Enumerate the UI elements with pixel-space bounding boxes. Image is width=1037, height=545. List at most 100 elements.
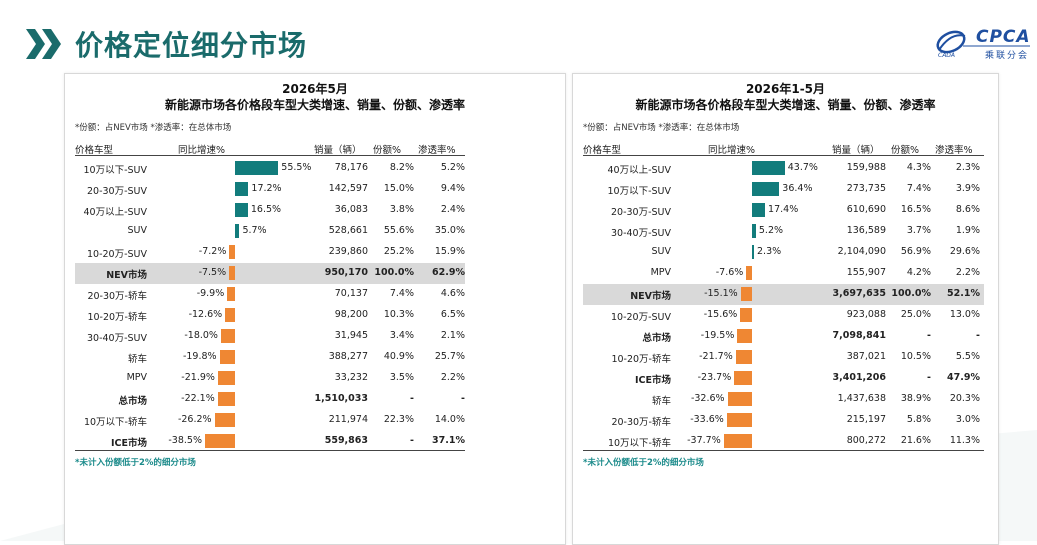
growth-bar: [737, 329, 752, 343]
share-value: 25.2%: [383, 246, 414, 257]
share-value: -: [410, 435, 414, 446]
growth-label: -26.2%: [177, 414, 212, 425]
growth-label: 17.2%: [251, 183, 282, 194]
growth-label: -7.2%: [198, 246, 227, 257]
page-title: 价格定位细分市场: [75, 29, 308, 62]
penetration-value: 62.9%: [432, 267, 465, 278]
segment-name: 10万以下-轿车: [83, 417, 147, 428]
segment-name: 总市场: [642, 333, 671, 344]
growth-label: -22.1%: [181, 393, 215, 404]
share-value: 3.7%: [906, 225, 931, 236]
penetration-value: 2.4%: [440, 204, 465, 215]
segment-name: NEV市场: [106, 270, 147, 281]
share-value: 4.2%: [906, 267, 931, 278]
cpca-logo-icon: [936, 30, 1030, 54]
table-row: 10-20万-SUV -7.2% 239,860 25.2% 15.9%: [75, 242, 465, 263]
growth-bar: [723, 434, 752, 448]
table-bottom-divider: [75, 450, 465, 451]
share-value: 7.4%: [389, 288, 414, 299]
sales-value: 136,589: [846, 225, 886, 236]
col-header-share: 份额%: [373, 145, 402, 156]
table-row: 总市场 -22.1% 1,510,033 - -: [75, 389, 465, 410]
growth-bar: [727, 392, 752, 406]
growth-bar: [229, 266, 235, 280]
table-row: 20-30万-SUV 17.2% 142,597 15.0% 9.4%: [75, 179, 465, 200]
share-value: 22.3%: [383, 414, 414, 425]
table-row: SUV 2.3% 2,104,090 56.9% 29.6%: [583, 242, 984, 263]
sales-value: 950,170: [324, 267, 368, 278]
sales-value: 387,021: [846, 351, 886, 362]
growth-bar: [235, 203, 248, 217]
growth-bar: [752, 203, 766, 217]
growth-label: -21.7%: [699, 351, 733, 362]
share-value: 3.4%: [389, 330, 414, 341]
segment-name: SUV: [127, 225, 147, 236]
col-header-growth: 同比增速%: [708, 145, 756, 156]
table-row: 10-20万-轿车 -12.6% 98,200 10.3% 6.5%: [75, 305, 465, 326]
panel-title-subject: 新能源市场各价格段车型大类增速、销量、份额、渗透率: [164, 98, 465, 112]
col-header-penetration: 渗透率%: [418, 145, 456, 156]
segment-name: 20-30万-SUV: [86, 186, 147, 197]
growth-label: -9.9%: [196, 288, 225, 299]
growth-label: -19.8%: [182, 351, 217, 362]
share-value: 4.3%: [906, 162, 931, 173]
share-value: 3.8%: [389, 204, 414, 215]
segment-name: 10-20万-轿车: [611, 354, 671, 365]
growth-bar: [752, 182, 780, 196]
penetration-value: 2.3%: [955, 162, 980, 173]
table-row: 30-40万-SUV 5.2% 136,589 3.7% 1.9%: [583, 221, 984, 242]
table-row: 轿车 -32.6% 1,437,638 38.9% 20.3%: [583, 389, 984, 410]
growth-bar: [227, 287, 235, 301]
share-value: 100.0%: [374, 267, 414, 278]
segment-name: 轿车: [651, 396, 671, 407]
sales-value: 142,597: [328, 183, 368, 194]
share-value: -: [410, 393, 414, 404]
growth-bar: [219, 350, 235, 364]
panel-monthly: 2026年5月 新能源市场各价格段车型大类增速、销量、份额、渗透率 *份额：占N…: [64, 73, 566, 545]
header-divider: [583, 155, 984, 156]
segment-name: ICE市场: [635, 375, 671, 386]
sales-value: 923,088: [846, 309, 886, 320]
table-row: ICE市场 -23.7% 3,401,206 - 47.9%: [583, 368, 984, 389]
segment-name: 10万以下-轿车: [607, 438, 671, 449]
penetration-value: 2.2%: [955, 267, 980, 278]
sales-value: 239,860: [328, 246, 368, 257]
table-row: 10万以下-轿车 -26.2% 211,974 22.3% 14.0%: [75, 410, 465, 431]
table-row: SUV 5.7% 528,661 55.6% 35.0%: [75, 221, 465, 242]
slide-header: 价格定位细分市场 CPCA 乘联分会 CADA: [0, 0, 1037, 70]
sales-value: 273,735: [846, 183, 886, 194]
table-row: 10-20万-SUV -15.6% 923,088 25.0% 13.0%: [583, 305, 984, 326]
growth-label: 43.7%: [787, 162, 818, 173]
sales-value: 70,137: [334, 288, 368, 299]
penetration-value: 2.1%: [440, 330, 465, 341]
penetration-value: 11.3%: [949, 435, 980, 446]
segment-name: 30-40万-SUV: [610, 228, 671, 239]
penetration-value: -: [461, 393, 465, 404]
growth-label: -33.6%: [690, 414, 724, 425]
growth-bar: [220, 329, 235, 343]
penetration-value: 5.2%: [440, 162, 465, 173]
growth-bar: [746, 266, 752, 280]
table-row: 20-30万-轿车 -9.9% 70,137 7.4% 4.6%: [75, 284, 465, 305]
sales-value: 610,690: [846, 204, 886, 215]
table-row: 30-40万-SUV -18.0% 31,945 3.4% 2.1%: [75, 326, 465, 347]
growth-bar: [740, 308, 752, 322]
growth-label: 5.2%: [758, 225, 784, 236]
segment-name: MPV: [650, 267, 671, 278]
segment-name: MPV: [126, 372, 147, 383]
sales-value: 3,401,206: [832, 372, 887, 383]
sales-value: 1,437,638: [837, 393, 886, 404]
growth-label: -19.5%: [700, 330, 735, 341]
growth-label: 55.5%: [281, 162, 312, 173]
col-header-share: 份额%: [891, 145, 920, 156]
share-value: 56.9%: [900, 246, 931, 257]
growth-label: -7.5%: [198, 267, 227, 278]
table-row: 10万以下-SUV 55.5% 78,176 8.2% 5.2%: [75, 158, 465, 179]
growth-label: -38.5%: [168, 435, 202, 446]
growth-bar: [214, 413, 235, 427]
sales-value: 1,510,033: [314, 393, 369, 404]
table-bottom-divider: [583, 450, 984, 451]
penetration-value: 8.6%: [955, 204, 980, 215]
share-value: 25.0%: [900, 309, 931, 320]
segment-name: 总市场: [118, 396, 147, 407]
